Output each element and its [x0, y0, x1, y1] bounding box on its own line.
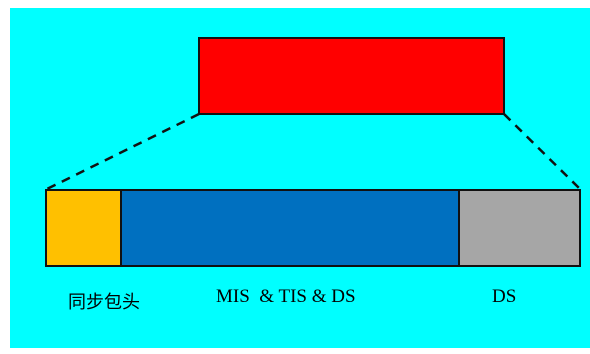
mis-tis-ds-segment — [120, 189, 460, 267]
ds-label: DS — [492, 286, 517, 307]
left-dashed-connector — [46, 112, 200, 191]
expansion-connectors — [46, 112, 581, 191]
packet-block — [198, 37, 505, 115]
sync-header-segment — [45, 189, 122, 267]
diagram-canvas: 同步包头 MIS & TIS & DS DS — [10, 8, 590, 348]
ds-segment — [458, 189, 581, 267]
sync-header-label: 同步包头 — [68, 292, 140, 313]
mis-tis-ds-label: MIS & TIS & DS — [216, 286, 356, 307]
right-dashed-connector — [503, 113, 581, 190]
